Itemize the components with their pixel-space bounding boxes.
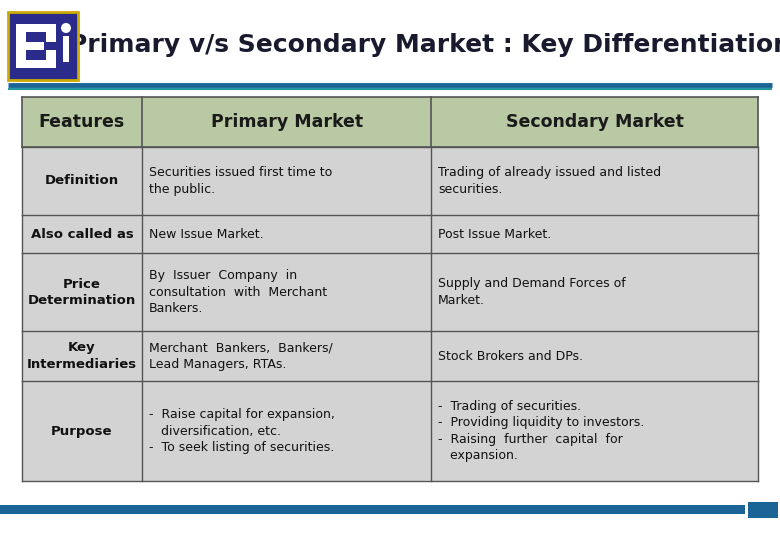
Bar [46, 50, 56, 68]
Bar [748, 502, 778, 518]
Bar [22, 147, 758, 215]
Text: Price
Determination: Price Determination [28, 278, 136, 307]
Text: Purpose: Purpose [51, 424, 113, 437]
Bar [16, 24, 54, 32]
Text: Features: Features [39, 113, 125, 131]
Bar [22, 381, 758, 481]
Bar [16, 42, 44, 50]
Text: New Issue Market.: New Issue Market. [149, 227, 264, 240]
Text: Stock Brokers and DPs.: Stock Brokers and DPs. [438, 349, 583, 362]
Text: Supply and Demand Forces of
Market.: Supply and Demand Forces of Market. [438, 277, 626, 307]
Text: Key
Intermediaries: Key Intermediaries [27, 341, 137, 370]
Text: Post Issue Market.: Post Issue Market. [438, 227, 551, 240]
Text: -  Trading of securities.
-  Providing liquidity to investors.
-  Raising  furth: - Trading of securities. - Providing liq… [438, 400, 644, 462]
Bar [16, 60, 54, 68]
Bar [63, 36, 69, 62]
Text: Primary Market: Primary Market [211, 113, 363, 131]
Bar [46, 24, 56, 42]
Text: Also called as: Also called as [30, 227, 133, 240]
Bar [0, 505, 745, 514]
Text: 7: 7 [759, 503, 767, 516]
Bar [22, 215, 758, 253]
Text: Securities issued first time to
the public.: Securities issued first time to the publ… [149, 166, 332, 195]
Bar [22, 253, 758, 331]
Text: Secondary Market: Secondary Market [505, 113, 683, 131]
Text: Trading of already issued and listed
securities.: Trading of already issued and listed sec… [438, 166, 661, 195]
Text: Definition: Definition [45, 174, 119, 187]
Bar [22, 97, 758, 147]
Text: By  Issuer  Company  in
consultation  with  Merchant
Bankers.: By Issuer Company in consultation with M… [149, 269, 327, 315]
Bar [16, 24, 26, 68]
Text: -  Raise capital for expansion,
   diversification, etc.
-  To seek listing of s: - Raise capital for expansion, diversifi… [149, 408, 335, 454]
Bar [22, 331, 758, 381]
Bar [8, 12, 78, 80]
Text: Merchant  Bankers,  Bankers/
Lead Managers, RTAs.: Merchant Bankers, Bankers/ Lead Managers… [149, 341, 333, 371]
Text: Primary v/s Secondary Market : Key Differentiation: Primary v/s Secondary Market : Key Diffe… [69, 33, 780, 57]
Circle shape [61, 23, 71, 33]
